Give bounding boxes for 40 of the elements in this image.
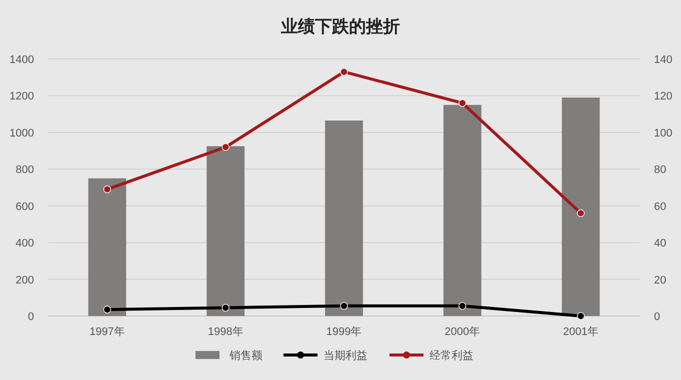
point (103, 306, 112, 314)
point (576, 209, 585, 218)
y2-tick-label: 80 (654, 164, 666, 176)
x-tick-label: 1997年 (89, 326, 125, 338)
point (576, 312, 585, 320)
chart-title: 业绩下跌的挫折 (280, 17, 400, 36)
point (222, 143, 230, 152)
x-tick-label: 2000年 (444, 326, 480, 338)
point (458, 99, 466, 107)
y-tick-label: 1000 (10, 127, 34, 140)
y2-tick-label: 100 (654, 127, 672, 140)
point (458, 302, 466, 310)
point (340, 302, 348, 310)
bar (562, 98, 600, 316)
x-tick-label: 1998年 (208, 326, 244, 338)
point (103, 185, 112, 194)
y2-tick-label: 40 (654, 238, 666, 250)
y-tick-label: 200 (16, 274, 34, 286)
bar (443, 104, 482, 316)
y-tick-label: 1200 (10, 90, 34, 103)
legend-label: 当期利益 (324, 349, 368, 362)
x-tick-label: 2001年 (563, 326, 599, 338)
y-tick-label: 0 (28, 311, 34, 323)
y-tick-label: 400 (16, 238, 34, 250)
y-tick-label: 600 (16, 200, 34, 213)
legend-label: 销售额 (228, 349, 262, 362)
y2-tick-label: 120 (654, 90, 672, 103)
point (222, 304, 230, 312)
y2-tick-label: 60 (654, 200, 666, 213)
legend-label: 经常利益 (430, 349, 474, 362)
y2-tick-label: 20 (654, 274, 666, 286)
y2-tick-label: 0 (654, 311, 660, 323)
x-tick-label: 1999年 (326, 326, 362, 338)
bar (88, 178, 126, 316)
bar (206, 146, 245, 316)
y-tick-label: 1400 (10, 54, 34, 66)
point (340, 68, 348, 76)
bar (325, 120, 363, 316)
y-tick-label: 800 (16, 164, 34, 176)
y2-tick-label: 140 (654, 54, 672, 66)
